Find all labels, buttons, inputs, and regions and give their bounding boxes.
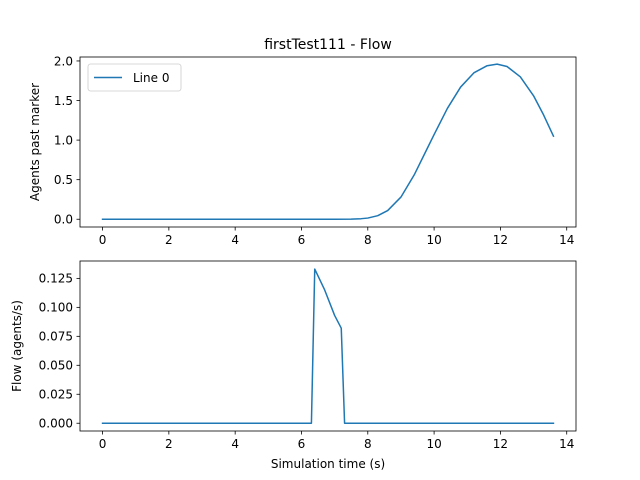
y-tick-label: 1.5 (54, 94, 73, 108)
x-tick-label: 2 (165, 233, 173, 247)
x-tick-label: 12 (493, 233, 508, 247)
x-tick-label: 4 (231, 233, 239, 247)
y-tick-label: 2.0 (54, 54, 73, 68)
series-line-0 (101, 63, 555, 220)
x-tick-label: 6 (298, 233, 306, 247)
legend-box (87, 63, 182, 92)
y-tick-label: 0.050 (39, 359, 73, 373)
x-tick-label: 2 (165, 437, 173, 451)
y-tick-label: 1.0 (54, 133, 73, 147)
x-tick-label: 10 (426, 437, 441, 451)
legend: Line 0 (87, 63, 182, 92)
y-tick-label: 0.100 (39, 301, 73, 315)
x-tick-label: 8 (364, 233, 372, 247)
axes-frame (79, 56, 577, 228)
y-tick-label: 0.0 (54, 213, 73, 227)
series-line-0 (101, 268, 555, 424)
chart-title: firstTest111 - Flow (264, 37, 392, 53)
x-tick-label: 0 (99, 233, 107, 247)
y-tick-label: 0.125 (39, 272, 73, 286)
y-axis-label: Flow (agents/s) (10, 300, 24, 392)
x-tick-label: 12 (493, 437, 508, 451)
y-tick-label: 0.000 (39, 417, 73, 431)
x-axis-label: Simulation time (s) (271, 457, 385, 471)
x-tick-label: 0 (99, 437, 107, 451)
y-tick-label: 0.075 (39, 330, 73, 344)
x-tick-label: 14 (559, 233, 574, 247)
axes-frame (79, 260, 577, 432)
y-tick-label: 0.5 (54, 173, 73, 187)
x-tick-label: 4 (231, 437, 239, 451)
chart-top: 0 2 4 6 8 10 12 14 0.0 0.5 1.0 1.5 2.0 firstTest111 -… (28, 37, 577, 247)
x-tick-label: 10 (426, 233, 441, 247)
legend-entry: Line 0 (133, 71, 169, 85)
chart-bottom: 0 2 4 6 8 10 12 14 0.000 0.025 0.050 0.075 0.100 0.12… (10, 260, 577, 471)
x-tick-label: 6 (298, 437, 306, 451)
y-tick-label: 0.025 (39, 388, 73, 402)
x-tick-label: 14 (559, 437, 574, 451)
x-tick-label: 8 (364, 437, 372, 451)
y-axis-label: Agents past marker (28, 83, 42, 201)
